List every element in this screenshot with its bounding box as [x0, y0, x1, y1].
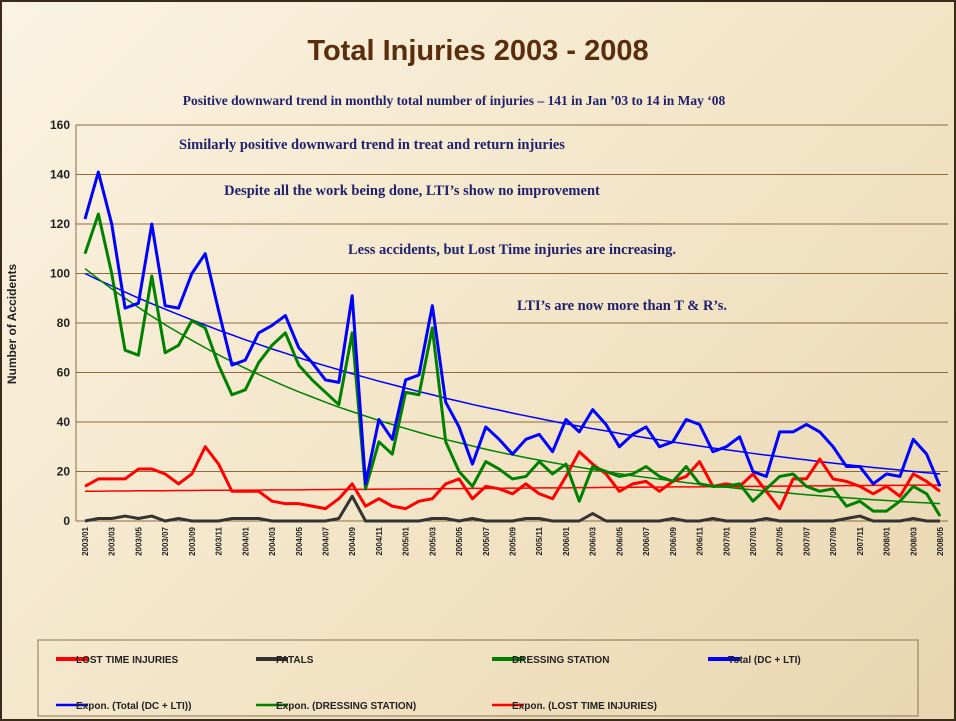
annotation: Less accidents, but Lost Time injuries a…: [348, 242, 676, 258]
y-tick-label: 0: [63, 514, 70, 528]
y-axis-label: Number of Accidents: [5, 264, 19, 385]
y-tick-label: 100: [50, 267, 70, 281]
x-tick-label: 2003/01: [81, 526, 90, 555]
series-line: [85, 496, 940, 521]
x-tick-label: 2006/11: [696, 526, 705, 555]
y-tick-label: 80: [57, 316, 71, 330]
y-tick-label: 120: [50, 217, 70, 231]
y-tick-label: 160: [50, 118, 70, 132]
chart: Total Injuries 2003 - 2008 Positive down…: [2, 2, 954, 719]
x-tick-label: 2006/01: [562, 526, 571, 555]
x-tick-label: 2007/05: [776, 526, 785, 555]
x-tick-label: 2004/07: [321, 526, 330, 555]
legend-label: Expon. (LOST TIME INJURIES): [512, 701, 657, 712]
annotation: Similarly positive downward trend in tre…: [179, 137, 565, 153]
chart-subtitle: Positive downward trend in monthly total…: [183, 93, 726, 108]
legend-label: DRESSING STATION: [512, 655, 609, 666]
x-tick-label: 2007/09: [829, 526, 838, 555]
y-tick-label: 140: [50, 168, 70, 182]
y-tick-label: 60: [57, 366, 71, 380]
legend-label: Total (DC + LTI): [728, 655, 801, 666]
x-tick-label: 2007/03: [749, 526, 758, 555]
slide: Total Injuries 2003 - 2008 Positive down…: [0, 0, 956, 721]
x-tick-label: 2006/09: [669, 526, 678, 555]
legend-label: Expon. (Total (DC + LTI)): [76, 701, 191, 712]
x-tick-label: 2005/07: [482, 526, 491, 555]
chart-title: Total Injuries 2003 - 2008: [307, 35, 648, 67]
x-tick-label: 2005/03: [428, 526, 437, 555]
x-tick-label: 2006/05: [615, 526, 624, 555]
x-tick-label: 2004/09: [348, 526, 357, 555]
x-tick-label: 2004/01: [241, 526, 250, 555]
x-tick-label: 2004/03: [268, 526, 277, 555]
x-tick-label: 2005/11: [535, 526, 544, 555]
legend-label: FATALS: [276, 655, 314, 666]
y-tick-label: 40: [57, 415, 71, 429]
x-tick-label: 2008/01: [883, 526, 892, 555]
x-tick-label: 2004/05: [295, 526, 304, 555]
x-tick-label: 2007/11: [856, 526, 865, 555]
x-tick-label: 2003/11: [215, 526, 224, 555]
x-tick-label: 2005/05: [455, 526, 464, 555]
x-tick-label: 2004/11: [375, 526, 384, 555]
x-tick-label: 2006/07: [642, 526, 651, 555]
x-tick-label: 2008/05: [936, 526, 945, 555]
x-tick-label: 2003/07: [161, 526, 170, 555]
x-tick-label: 2003/03: [108, 526, 117, 555]
x-tick-label: 2006/03: [589, 526, 598, 555]
x-tick-label: 2005/01: [402, 526, 411, 555]
annotation: LTI’s are now more than T & R’s.: [517, 298, 727, 314]
x-tick-label: 2005/09: [509, 526, 518, 555]
x-tick-label: 2008/03: [909, 526, 918, 555]
legend-label: LOST TIME INJURIES: [76, 655, 179, 666]
x-tick-label: 2003/05: [134, 526, 143, 555]
series-line: [85, 172, 940, 486]
series-line: [85, 274, 940, 474]
y-tick-label: 20: [57, 465, 71, 479]
x-tick-label: 2007/07: [802, 526, 811, 555]
x-tick-label: 2003/09: [188, 526, 197, 555]
x-tick-label: 2007/01: [722, 526, 731, 555]
legend-label: Expon. (DRESSING STATION): [276, 701, 416, 712]
annotation: Despite all the work being done, LTI’s s…: [224, 183, 600, 199]
